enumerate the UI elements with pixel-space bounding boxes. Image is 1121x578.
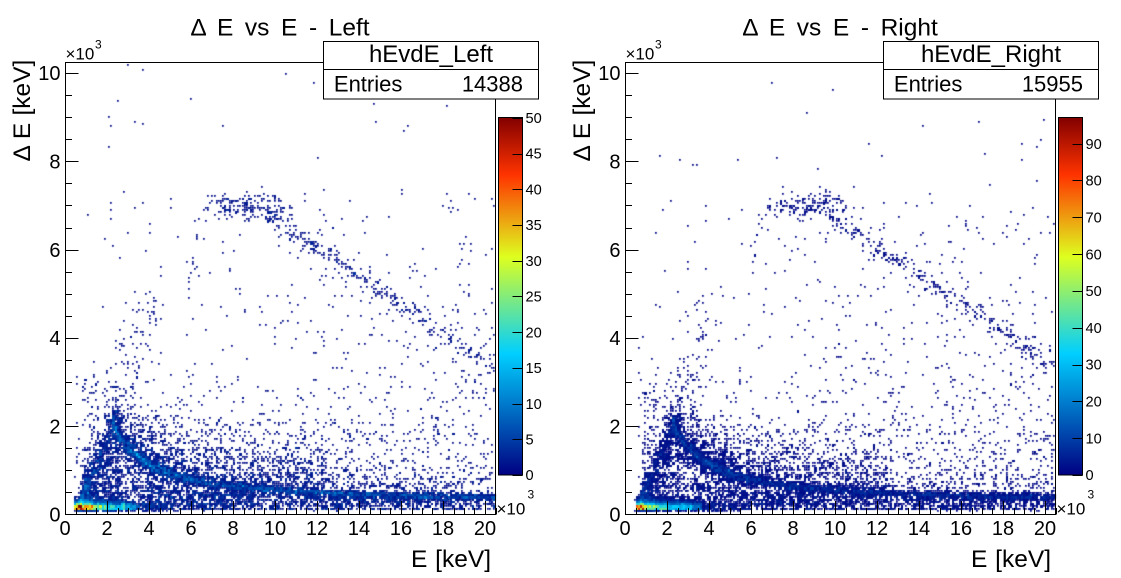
svg-text:6: 6	[49, 240, 60, 262]
svg-text:2: 2	[49, 416, 60, 438]
svg-text:20: 20	[526, 325, 542, 341]
svg-text:10: 10	[824, 518, 846, 540]
svg-text:4: 4	[143, 518, 154, 540]
svg-text:15: 15	[526, 361, 542, 377]
svg-text:×10: ×10	[66, 45, 95, 64]
svg-text:4: 4	[609, 328, 620, 350]
svg-text:×10: ×10	[1057, 500, 1086, 519]
svg-text:0: 0	[619, 518, 630, 540]
svg-text:50: 50	[1086, 284, 1102, 300]
svg-text:25: 25	[526, 290, 542, 306]
svg-text:hEvdE_Right: hEvdE_Right	[921, 41, 1061, 68]
svg-text:0: 0	[1086, 468, 1094, 484]
svg-text:6: 6	[185, 518, 196, 540]
svg-text:20: 20	[1034, 518, 1056, 540]
svg-text:14: 14	[908, 518, 930, 540]
svg-text:6: 6	[745, 518, 756, 540]
svg-text:10: 10	[38, 63, 60, 85]
svg-text:14: 14	[348, 518, 370, 540]
svg-text:×10: ×10	[497, 500, 526, 519]
svg-text:Entries: Entries	[334, 72, 409, 97]
svg-text:70: 70	[1086, 210, 1102, 226]
svg-text:Entries: Entries	[894, 72, 969, 97]
svg-text:15955: 15955	[1022, 72, 1083, 97]
svg-text:30: 30	[1086, 358, 1102, 374]
svg-text:3: 3	[95, 38, 102, 52]
svg-text:20: 20	[474, 518, 496, 540]
svg-text:80: 80	[1086, 174, 1102, 190]
svg-text:10: 10	[264, 518, 286, 540]
svg-text:3: 3	[655, 38, 662, 52]
svg-text:40: 40	[526, 182, 542, 198]
svg-text:8: 8	[49, 152, 60, 174]
svg-text:Δ E [keV]: Δ E [keV]	[9, 60, 36, 162]
svg-text:40: 40	[1086, 321, 1102, 337]
svg-text:16: 16	[950, 518, 972, 540]
svg-text:Δ E vs E - Right: Δ E vs E - Right	[742, 15, 938, 42]
svg-text:45: 45	[526, 147, 542, 163]
svg-text:35: 35	[526, 218, 542, 234]
svg-text:10: 10	[526, 397, 542, 413]
svg-text:hEvdE_Left: hEvdE_Left	[369, 41, 493, 68]
svg-text:20: 20	[1086, 395, 1102, 411]
svg-text:0: 0	[49, 505, 60, 527]
svg-text:6: 6	[609, 240, 620, 262]
svg-text:18: 18	[432, 518, 454, 540]
svg-text:Δ E [keV]: Δ E [keV]	[569, 60, 596, 162]
svg-text:0: 0	[609, 505, 620, 527]
svg-text:90: 90	[1086, 137, 1102, 153]
svg-text:30: 30	[526, 254, 542, 270]
svg-text:2: 2	[101, 518, 112, 540]
svg-text:10: 10	[598, 63, 620, 85]
svg-text:10: 10	[1086, 431, 1102, 447]
svg-text:2: 2	[609, 416, 620, 438]
svg-text:0: 0	[526, 468, 534, 484]
svg-text:14388: 14388	[462, 72, 523, 97]
svg-text:2: 2	[661, 518, 672, 540]
svg-text:4: 4	[703, 518, 714, 540]
svg-text:×10: ×10	[626, 45, 655, 64]
svg-text:16: 16	[390, 518, 412, 540]
svg-text:Δ E vs E - Left: Δ E vs E - Left	[190, 15, 369, 42]
svg-text:12: 12	[866, 518, 888, 540]
svg-text:8: 8	[787, 518, 798, 540]
svg-text:50: 50	[526, 111, 542, 127]
svg-text:3: 3	[528, 488, 535, 502]
svg-text:0: 0	[59, 518, 70, 540]
svg-text:18: 18	[992, 518, 1014, 540]
svg-text:8: 8	[227, 518, 238, 540]
svg-text:8: 8	[609, 152, 620, 174]
svg-text:E [keV]: E [keV]	[411, 546, 491, 573]
svg-text:60: 60	[1086, 247, 1102, 263]
svg-text:12: 12	[306, 518, 328, 540]
svg-text:3: 3	[1088, 488, 1095, 502]
svg-text:E [keV]: E [keV]	[971, 546, 1051, 573]
svg-text:5: 5	[526, 433, 534, 449]
svg-text:4: 4	[49, 328, 60, 350]
